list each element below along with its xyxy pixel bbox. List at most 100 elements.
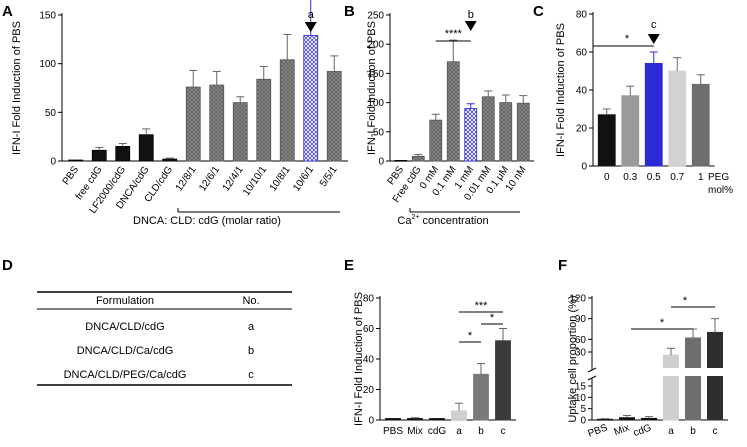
table-cell-formulation-2: DNCA/CLD/Ca/cdG [77, 345, 174, 357]
e-significance-label: * [468, 330, 473, 342]
c-marker-arrow [647, 34, 660, 44]
f-bar [619, 417, 635, 421]
a-bar [91, 149, 107, 162]
f-y-tick-label: 30 [575, 348, 587, 359]
f-bar [597, 418, 613, 421]
f-y-tick-label: 60 [575, 335, 587, 346]
b-bar [446, 61, 460, 162]
b-group-label: Ca2+ concentration [397, 214, 488, 227]
a-bar [256, 78, 272, 162]
f-category-label: a [668, 426, 674, 437]
b-marker-arrow [464, 21, 477, 31]
table-cell-no-1: a [248, 321, 255, 333]
e-category-label: b [478, 426, 484, 437]
e-significance-label: *** [475, 300, 489, 312]
a-y-tick-label: 150 [39, 11, 56, 22]
table-header-formulation: Formulation [96, 295, 154, 307]
a-category-label: PBS [61, 164, 82, 187]
c-category-label: 0.3 [623, 172, 637, 183]
a-y-tick-label: 50 [45, 108, 57, 119]
a-y-label: IFN-I Fold Induction of PBS [11, 21, 23, 155]
e-bar [473, 373, 489, 421]
b-bar [394, 160, 408, 162]
e-category-label: c [501, 426, 506, 437]
e-category-label: a [456, 426, 462, 437]
c-significance: * [625, 33, 630, 45]
f-category-label: b [690, 426, 696, 437]
b-bar [499, 102, 513, 162]
table-cell-formulation-3: DNCA/CLD/PEG/Ca/cdG [64, 369, 187, 381]
e-y-label: IFN-I Fold Induction of PBS [353, 292, 365, 426]
a-bar [326, 71, 342, 162]
a-bar [209, 84, 225, 162]
b-significance: **** [445, 28, 463, 40]
panel-label-d: D [2, 257, 13, 274]
a-bar [138, 134, 154, 162]
f-axis-break [587, 367, 597, 373]
f-y-tick-label: 10 [575, 393, 587, 404]
c-bar [621, 95, 640, 167]
a-group-label: DNCA: CLD: cdG (molar ratio) [133, 215, 281, 227]
f-y-tick-label: 15 [575, 382, 587, 393]
c-bar [691, 83, 710, 167]
b-bar [481, 96, 495, 162]
e-y-tick-label: 20 [363, 385, 375, 396]
f-axis-break [587, 375, 597, 381]
panel-label-a: A [2, 3, 13, 20]
f-bar-break [706, 368, 724, 376]
c-xlabel-peg: PEG [708, 172, 729, 183]
b-y-tick-label: 0 [378, 157, 384, 168]
f-bar [707, 331, 723, 421]
c-y-tick-label: 0 [581, 162, 587, 173]
f-bar-break [662, 368, 680, 376]
b-bar [429, 119, 443, 162]
a-bar [68, 159, 84, 162]
b-marker-label: b [468, 9, 474, 21]
c-category-label: 0.7 [670, 172, 684, 183]
f-significance-label: * [660, 317, 665, 329]
formulation-table: Formulation No. DNCA/CLD/cdG a DNCA/CLD/… [37, 291, 292, 386]
e-bar [451, 410, 467, 421]
c-bar [668, 70, 687, 167]
b-y-tick-label: 250 [367, 11, 384, 22]
panel-label-c: C [533, 3, 544, 20]
c-bar [597, 114, 616, 167]
f-category-label: PBS [586, 422, 609, 439]
a-bar [279, 59, 295, 162]
e-category-label: cdG [428, 426, 447, 437]
a-bar [185, 86, 201, 162]
f-y-tick-label: 0 [580, 416, 586, 427]
a-marker-arrow [304, 22, 317, 32]
table-header-no: No. [242, 295, 259, 307]
e-category-label: Mix [407, 426, 423, 437]
e-bar [495, 340, 511, 421]
panel-label-f: F [558, 257, 567, 274]
c-y-label: IFN-I Fold Induction of PBS [555, 23, 567, 157]
c-category-label: 0 [604, 172, 610, 183]
a-category-label: 5/5/1 [318, 164, 340, 189]
panel-label-e: E [344, 257, 354, 274]
c-bar [644, 63, 663, 167]
f-category-label: Mix [613, 422, 631, 438]
a-bar [303, 35, 319, 162]
b-bar [516, 102, 530, 162]
b-bar [411, 155, 425, 162]
panel-label-b: B [344, 3, 355, 20]
a-y-tick-label: 0 [50, 157, 56, 168]
e-y-tick-label: 0 [368, 416, 374, 427]
a-category-label: 10/6/1 [291, 164, 316, 193]
e-category-label: PBS [383, 426, 403, 437]
c-y-tick-label: 80 [576, 10, 588, 21]
table-cell-no-3: c [248, 369, 254, 381]
table-cell-no-2: b [248, 345, 254, 357]
f-significance-label: * [683, 295, 688, 307]
c-y-tick-label: 20 [576, 124, 588, 135]
e-bar [385, 418, 401, 421]
b-y-tick-label: 50 [373, 127, 385, 138]
e-y-tick-label: 60 [363, 324, 375, 335]
